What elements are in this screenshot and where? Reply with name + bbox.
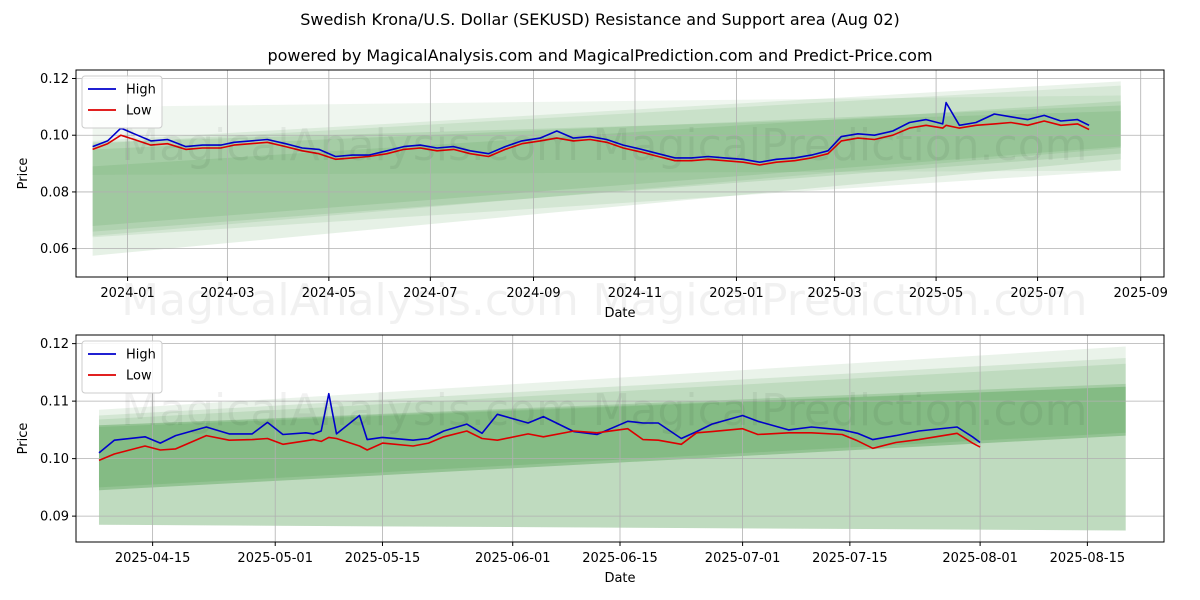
projection-band	[92, 85, 1121, 236]
x-tick-label: 2025-04-15	[115, 551, 191, 566]
watermark-group: MagicalAnalysis.com MagicalPrediction.com	[121, 120, 1087, 171]
x-tick-label: 2025-09	[1114, 286, 1168, 301]
watermark-group: MagicalAnalysis.com MagicalPrediction.com	[121, 385, 1087, 436]
grid	[76, 70, 1164, 277]
legend: High Low	[81, 340, 163, 394]
x-tick-label: 2024-05	[302, 286, 356, 301]
x-tick-label: 2024-01	[100, 286, 154, 301]
x-tick-label: 2024-07	[403, 286, 457, 301]
y-tick-label: 0.12	[40, 337, 69, 352]
watermark-text: MagicalAnalysis.com	[121, 120, 579, 171]
projection-band	[98, 346, 1126, 531]
y-tick-label: 0.11	[40, 395, 69, 410]
y-axis-label: Price	[16, 423, 31, 455]
x-tick-label: 2025-08-01	[942, 551, 1018, 566]
grid	[76, 335, 1164, 542]
watermark-text: MagicalPrediction.com	[593, 385, 1088, 436]
x-tick-label: 2025-03	[807, 286, 861, 301]
watermark-text: MagicalPrediction.com	[593, 275, 1088, 326]
y-axis-label: Price	[16, 158, 31, 190]
legend: High Low	[81, 75, 163, 129]
x-tick-label: 2025-07	[1010, 286, 1064, 301]
y-tick-label: 0.10	[40, 129, 69, 144]
projection-band	[92, 101, 1121, 256]
projection-band	[92, 111, 1121, 232]
plot-frame	[75, 69, 1165, 278]
legend-label-low: Low	[126, 104, 152, 119]
legend-label-high: High	[126, 83, 156, 98]
watermark-text: MagicalAnalysis.com	[121, 275, 579, 326]
x-tick-label: 2025-05	[909, 286, 963, 301]
projection-band	[98, 363, 1126, 531]
watermark-text: MagicalPrediction.com	[593, 120, 1088, 171]
legend-label-low: Low	[126, 369, 152, 384]
chart-title: Swedish Krona/U.S. Dollar (SEKUSD) Resis…	[300, 10, 900, 29]
x-tick-label: 2025-06-01	[475, 551, 551, 566]
series-line-high	[98, 392, 981, 454]
chart-subtitle: powered by MagicalAnalysis.com and Magic…	[267, 46, 933, 65]
y-tick-label: 0.06	[40, 242, 69, 257]
x-tick-label: 2025-05-01	[237, 551, 313, 566]
series-line-high	[92, 101, 1090, 163]
x-tick-label: 2025-06-15	[582, 551, 658, 566]
projection-band	[92, 81, 1121, 238]
y-tick-label: 0.08	[40, 185, 69, 200]
projection-bands	[98, 346, 1126, 531]
x-tick-label: 2024-03	[200, 286, 254, 301]
x-axis-label: Date	[604, 571, 635, 586]
x-tick-label: 2025-07-01	[705, 551, 781, 566]
chart-panel-2: MagicalAnalysis.com MagicalPrediction.com…	[16, 334, 1165, 586]
x-axis-label: Date	[604, 306, 635, 321]
projection-band	[98, 386, 1126, 488]
watermark-text: MagicalAnalysis.com	[121, 385, 579, 436]
y-tick-label: 0.12	[40, 72, 69, 87]
x-tick-label: 2025-05-15	[345, 551, 421, 566]
x-tick-label: 2024-11	[608, 286, 662, 301]
chart-panel-1: MagicalAnalysis.com MagicalPrediction.com…	[16, 69, 1168, 321]
series-group	[92, 101, 1090, 166]
y-tick-label: 0.10	[40, 452, 69, 467]
series-line-low	[92, 120, 1090, 166]
projection-band	[98, 383, 1126, 491]
y-tick-label: 0.09	[40, 510, 69, 525]
projection-band	[98, 386, 1126, 491]
x-tick-label: 2024-09	[506, 286, 560, 301]
x-tick-label: 2025-07-15	[812, 551, 888, 566]
legend-label-high: High	[126, 348, 156, 363]
x-tick-label: 2025-01	[709, 286, 763, 301]
series-line-low	[98, 427, 981, 462]
x-tick-label: 2025-08-15	[1050, 551, 1126, 566]
series-group	[98, 392, 981, 462]
